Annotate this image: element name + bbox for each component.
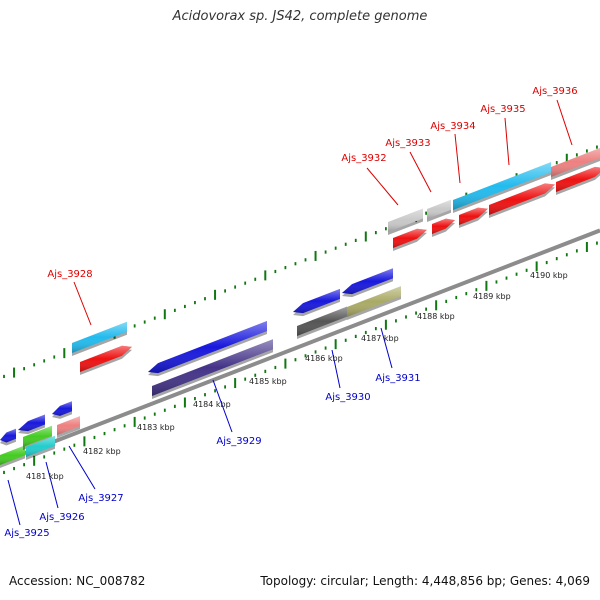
genes xyxy=(0,148,600,468)
gene-red-6 xyxy=(556,166,600,195)
kbp-label: 4185 kbp xyxy=(249,377,287,386)
gene-red-5 xyxy=(489,183,555,218)
gene-blue-6 xyxy=(52,401,72,419)
label-Ajs_3927: Ajs_3927 xyxy=(78,493,123,504)
label-Ajs_3929: Ajs_3929 xyxy=(216,436,261,447)
label-Ajs_3925: Ajs_3925 xyxy=(4,528,49,539)
gene-Ajs_3931 xyxy=(347,286,401,320)
kbp-label: 4183 kbp xyxy=(137,423,175,432)
gene-Ajs_3925 xyxy=(0,445,25,468)
gene-red-2 xyxy=(393,228,427,251)
map-title: Acidovorax sp. JS42, complete genome xyxy=(172,9,428,24)
gene-green-2 xyxy=(23,425,52,450)
gene-blue-5 xyxy=(18,414,45,435)
kbp-label: 4186 kbp xyxy=(305,354,343,363)
kbp-label: 4189 kbp xyxy=(473,292,511,301)
gene-Ajs_3933 xyxy=(427,199,451,222)
backbone xyxy=(0,228,600,465)
kbp-label: 4188 kbp xyxy=(417,312,455,321)
label-Ajs_3933: Ajs_3933 xyxy=(385,138,430,149)
kbp-labels: 4181 kbp 4182 kbp 4183 kbp 4184 kbp 4185 kbp… xyxy=(26,271,568,481)
label-Ajs_3936: Ajs_3936 xyxy=(532,86,577,97)
label-Ajs_3932: Ajs_3932 xyxy=(341,153,386,164)
gene-Ajs_3936 xyxy=(551,148,600,180)
label-Ajs_3935: Ajs_3935 xyxy=(480,104,525,115)
genome-summary-text: Topology: circular; Length: 4,448,856 bp… xyxy=(260,574,590,588)
gene-blue-3 xyxy=(342,268,393,298)
kbp-label: 4190 kbp xyxy=(530,271,568,280)
gene-blue-4 xyxy=(0,428,16,446)
label-Ajs_3930: Ajs_3930 xyxy=(325,392,370,403)
label-Ajs_3934: Ajs_3934 xyxy=(430,121,475,132)
gene-red-4 xyxy=(459,207,488,228)
kbp-label: 4184 kbp xyxy=(193,400,231,409)
accession-text: Accession: NC_008782 xyxy=(9,574,146,588)
backbone-line xyxy=(0,228,600,465)
label-Ajs_3926: Ajs_3926 xyxy=(39,512,84,523)
gene-Ajs_3926 xyxy=(26,435,55,460)
gene-red-1 xyxy=(80,345,132,375)
label-Ajs_3928: Ajs_3928 xyxy=(47,269,92,280)
label-Ajs_3931: Ajs_3931 xyxy=(375,373,420,384)
gene-red-3 xyxy=(432,218,455,237)
gene-Ajs_3934-3935 xyxy=(453,162,551,213)
gene-blue-1 xyxy=(148,320,267,377)
kbp-label: 4181 kbp xyxy=(26,472,64,481)
gene-Ajs_3928 xyxy=(72,321,127,356)
gene-blue-2 xyxy=(293,288,340,317)
gene-Ajs_3932 xyxy=(388,208,423,235)
kbp-label: 4187 kbp xyxy=(361,334,399,343)
gene-Ajs_3927 xyxy=(57,416,80,438)
gene-Ajs_3930 xyxy=(297,306,347,339)
kbp-label: 4182 kbp xyxy=(83,447,121,456)
gene-Ajs_3929 xyxy=(152,339,273,399)
